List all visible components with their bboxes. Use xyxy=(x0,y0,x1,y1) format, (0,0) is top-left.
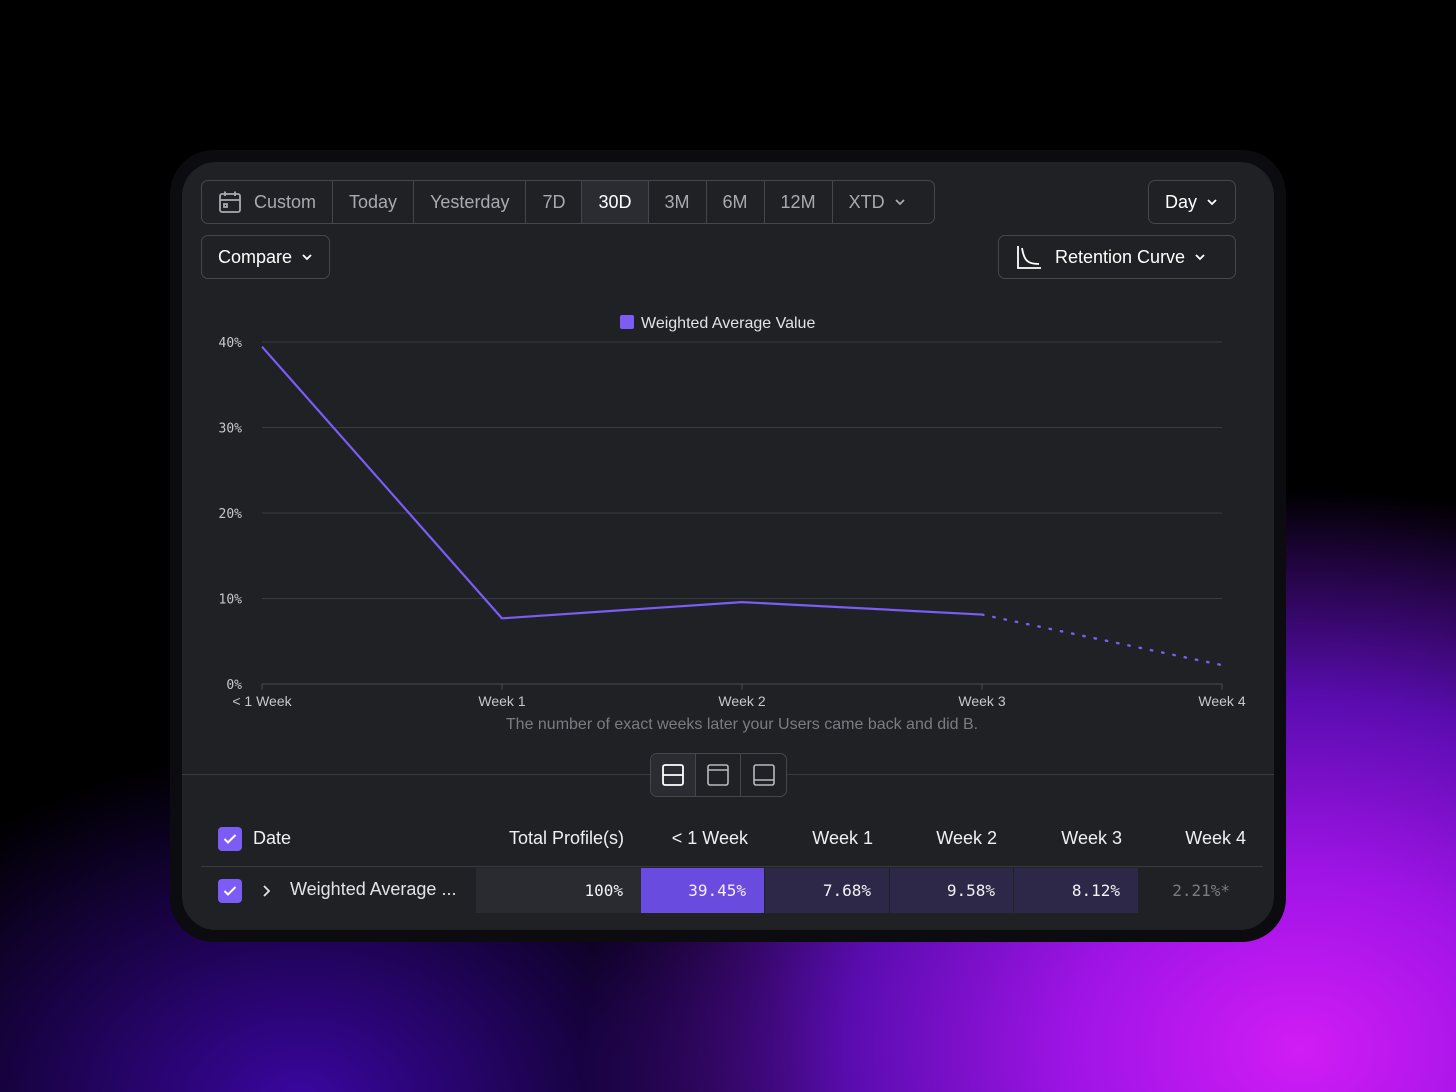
header-week-4[interactable]: Week 4 xyxy=(1185,828,1246,848)
retention-curve-icon xyxy=(1017,246,1041,269)
retention-report-card: Custom Today Yesterday 7D 30D 3M 6M 12M … xyxy=(182,162,1274,930)
row-label: Weighted Average ... xyxy=(290,879,457,899)
date-range-selector: Custom Today Yesterday 7D 30D 3M 6M 12M … xyxy=(201,180,935,224)
cell-week-4: 2.21%* xyxy=(1172,881,1230,900)
series-line-solid xyxy=(261,345,983,620)
granularity-label: Day xyxy=(1165,191,1198,212)
range-label: Yesterday xyxy=(430,191,510,212)
calendar-icon xyxy=(219,191,241,213)
chart-type-label: Retention Curve xyxy=(1055,246,1186,267)
range-label: Today xyxy=(349,191,398,212)
chevron-down-icon xyxy=(302,254,312,261)
chart-only-view-button[interactable] xyxy=(696,754,741,796)
x-tick-label: < 1 Week xyxy=(232,693,292,709)
chevron-right-icon[interactable] xyxy=(262,884,272,898)
check-icon xyxy=(223,834,237,844)
chart-type-dropdown[interactable]: Retention Curve xyxy=(998,235,1236,279)
table-only-view-button[interactable] xyxy=(741,754,786,796)
split-view-button[interactable] xyxy=(651,754,696,796)
table-header-divider xyxy=(201,866,1263,867)
range-6m[interactable]: 6M xyxy=(707,181,765,223)
range-30d[interactable]: 30D xyxy=(582,181,649,223)
header-week-3[interactable]: Week 3 xyxy=(1061,828,1122,848)
check-icon xyxy=(223,886,237,896)
table-row: Weighted Average ... 100% 39.45% 7.68% 9… xyxy=(182,868,1274,913)
chevron-down-icon xyxy=(1207,199,1217,206)
series-weighted-average xyxy=(261,345,1224,667)
range-7d[interactable]: 7D xyxy=(526,181,583,223)
x-axis-title: The number of exact weeks later your Use… xyxy=(505,716,979,733)
header-total-profiles[interactable]: Total Profile(s) xyxy=(508,828,624,848)
legend-label: Weighted Average Value xyxy=(641,315,815,332)
range-yesterday[interactable]: Yesterday xyxy=(414,181,527,223)
compare-label: Compare xyxy=(218,246,293,267)
header-date[interactable]: Date xyxy=(253,828,292,848)
range-label: 7D xyxy=(542,191,566,212)
cell-total: 100% xyxy=(476,868,641,913)
x-tick-label: Week 2 xyxy=(718,693,765,709)
x-tick-label: Week 1 xyxy=(478,693,525,709)
header-week-2[interactable]: Week 2 xyxy=(936,828,997,848)
x-axis: < 1 Week Week 1 Week 2 Week 3 Week 4 xyxy=(232,684,1246,709)
cell-week-1: 7.68% xyxy=(765,868,890,913)
compare-dropdown[interactable]: Compare xyxy=(201,235,331,279)
y-axis: 0% 10% 20% 30% 40% xyxy=(219,336,243,693)
table-header: Date Total Profile(s) < 1 Week Week 1 We… xyxy=(182,820,1274,860)
series-line-projected xyxy=(980,613,1224,667)
range-label: 30D xyxy=(598,191,632,212)
range-label: Custom xyxy=(254,191,317,212)
cell-week-2: 9.58% xyxy=(890,868,1014,913)
range-today[interactable]: Today xyxy=(333,181,415,223)
layout-toggle xyxy=(650,753,787,797)
range-label: 3M xyxy=(664,191,690,212)
range-12m[interactable]: 12M xyxy=(765,181,833,223)
y-tick-label: 30% xyxy=(219,422,243,437)
chevron-down-icon xyxy=(1195,254,1205,261)
range-xtd[interactable]: XTD xyxy=(833,181,934,223)
header-week-0[interactable]: < 1 Week xyxy=(671,828,748,848)
granularity-dropdown[interactable]: Day xyxy=(1148,180,1236,224)
select-all-checkbox[interactable] xyxy=(218,827,242,851)
x-tick-label: Week 4 xyxy=(1198,693,1245,709)
y-tick-label: 40% xyxy=(219,336,243,351)
legend-swatch xyxy=(620,315,634,329)
range-label: 12M xyxy=(780,191,816,212)
chevron-down-icon xyxy=(894,199,905,206)
header-week-1[interactable]: Week 1 xyxy=(812,828,873,848)
y-tick-label: 10% xyxy=(219,593,243,608)
x-tick-label: Week 3 xyxy=(958,693,1005,709)
chart-only-view-icon xyxy=(707,764,729,786)
range-label: 6M xyxy=(722,191,748,212)
split-view-icon xyxy=(662,764,684,786)
chart-grid xyxy=(262,341,1222,685)
y-tick-label: 0% xyxy=(226,678,242,693)
range-3m[interactable]: 3M xyxy=(649,181,707,223)
retention-line-chart: 0% 10% 20% 30% 40% < 1 Week Week 1 Week 2 Week … xyxy=(219,315,1246,709)
range-custom[interactable]: Custom xyxy=(202,181,334,223)
cell-week-3: 8.12% xyxy=(1014,868,1138,913)
range-label: XTD xyxy=(848,191,885,212)
chart-legend: Weighted Average Value xyxy=(620,315,815,332)
cell-week-0: 39.45% xyxy=(641,868,765,913)
row-checkbox[interactable] xyxy=(218,879,242,903)
table-only-view-icon xyxy=(752,764,775,786)
y-tick-label: 20% xyxy=(219,507,243,522)
